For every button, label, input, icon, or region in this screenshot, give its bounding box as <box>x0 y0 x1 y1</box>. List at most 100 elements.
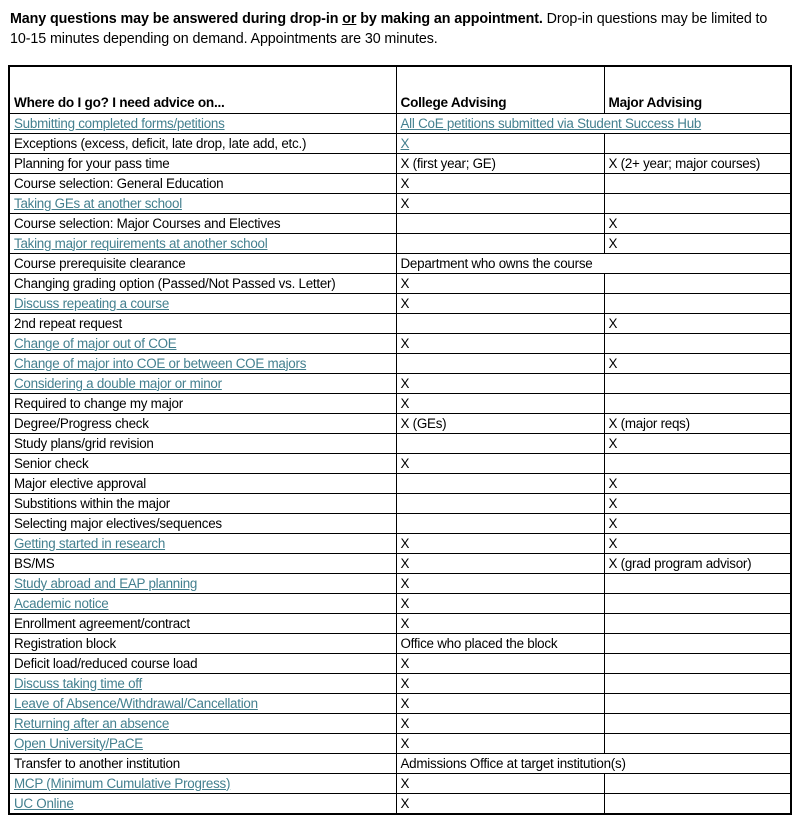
question-link[interactable]: Considering a double major or minor <box>14 375 222 391</box>
table-row: Major elective approval X <box>8 473 792 494</box>
college-advising-cell: X <box>395 673 605 694</box>
major-advising-cell: X <box>603 213 792 234</box>
question-cell: Discuss repeating a course <box>8 293 397 314</box>
question-link[interactable]: Leave of Absence/Withdrawal/Cancellation <box>14 695 258 711</box>
question-link[interactable]: Change of major out of COE <box>14 335 177 351</box>
question-link[interactable]: Change of major into COE or between COE … <box>14 355 307 371</box>
major-advising-cell: X <box>603 473 792 494</box>
question-link[interactable]: Returning after an absence <box>14 715 170 731</box>
college-advising-cell: X <box>395 553 605 574</box>
advising-table: Where do I go? I need advice on... Colle… <box>8 65 792 815</box>
major-advising-cell <box>603 713 792 734</box>
question-cell: Taking major requirements at another sch… <box>8 233 397 254</box>
intro-bold-or: or <box>342 11 357 27</box>
college-advising-cell: X <box>395 733 605 754</box>
college-advising-cell: Office who placed the block <box>395 633 605 654</box>
question-link[interactable]: Study abroad and EAP planning <box>14 575 198 591</box>
major-advising-cell <box>603 593 792 614</box>
question-cell: Open University/PaCE <box>8 733 397 754</box>
major-advising-cell <box>603 613 792 634</box>
major-advising-cell <box>603 273 792 294</box>
college-advising-cell: X <box>395 713 605 734</box>
major-advising-cell: X <box>603 493 792 514</box>
question-cell: Course selection: General Education <box>8 173 397 194</box>
major-advising-cell <box>603 733 792 754</box>
college-advising-cell: X <box>395 373 605 394</box>
question-link[interactable]: Taking GEs at another school <box>14 195 182 211</box>
college-advising-cell <box>395 233 605 254</box>
major-advising-cell: X <box>603 513 792 534</box>
major-advising-cell <box>603 453 792 474</box>
college-advising-cell: X <box>395 393 605 414</box>
major-advising-cell <box>603 773 792 794</box>
question-link[interactable]: Taking major requirements at another sch… <box>14 235 268 251</box>
question-cell: Academic notice <box>8 593 397 614</box>
question-link[interactable]: Discuss repeating a course <box>14 295 170 311</box>
table-row: Taking GEs at another school X <box>8 193 792 214</box>
college-advising-cell: Admissions Office at target institution(… <box>395 753 792 774</box>
college-advising-cell: X <box>395 793 605 815</box>
table-row: Open University/PaCE X <box>8 733 792 754</box>
question-cell: Study plans/grid revision <box>8 433 397 454</box>
college-advising-cell: X <box>395 533 605 554</box>
table-row: Discuss taking time off X <box>8 673 792 694</box>
table-row: Changing grading option (Passed/Not Pass… <box>8 273 792 294</box>
question-link[interactable]: Discuss taking time off <box>14 675 142 691</box>
question-link[interactable]: Getting started in research <box>14 535 166 551</box>
table-row: Enrollment agreement/contract X <box>8 613 792 634</box>
college-advising-link[interactable]: X <box>400 135 410 151</box>
question-link[interactable]: Open University/PaCE <box>14 735 143 751</box>
question-cell: Taking GEs at another school <box>8 193 397 214</box>
major-advising-cell <box>603 293 792 314</box>
question-cell: Change of major into COE or between COE … <box>8 353 397 374</box>
table-row: Planning for your pass time X (first year… <box>8 153 792 174</box>
table-row: UC Online X <box>8 793 792 815</box>
question-cell: Submitting completed forms/petitions <box>8 113 397 134</box>
question-link[interactable]: MCP (Minimum Cumulative Progress) <box>14 775 231 791</box>
major-advising-cell <box>603 573 792 594</box>
question-cell: Transfer to another institution <box>8 753 397 774</box>
question-cell: Exceptions (excess, deficit, late drop, … <box>8 133 397 154</box>
column-header-question: Where do I go? I need advice on... <box>8 65 397 114</box>
table-row: Academic notice X <box>8 593 792 614</box>
table-row: BS/MS X X (grad program advisor) <box>8 553 792 574</box>
table-row: Transfer to another institution Admission… <box>8 753 792 774</box>
college-advising-cell: All CoE petitions submitted via Student … <box>395 113 792 134</box>
question-cell: Considering a double major or minor <box>8 373 397 394</box>
major-advising-cell <box>603 133 792 154</box>
question-link[interactable]: Submitting completed forms/petitions <box>14 115 225 131</box>
college-advising-cell: X <box>395 693 605 714</box>
question-cell: 2nd repeat request <box>8 313 397 334</box>
question-link[interactable]: UC Online <box>14 795 74 811</box>
college-advising-cell: X <box>395 193 605 214</box>
question-cell: Planning for your pass time <box>8 153 397 174</box>
question-cell: Selecting major electives/sequences <box>8 513 397 534</box>
question-cell: Substitions within the major <box>8 493 397 514</box>
major-advising-cell <box>603 333 792 354</box>
intro-bold-tail: by making an appointment. <box>356 11 543 27</box>
major-advising-cell <box>603 193 792 214</box>
question-cell: Enrollment agreement/contract <box>8 613 397 634</box>
question-cell: Getting started in research <box>8 533 397 554</box>
college-advising-link[interactable]: All CoE petitions submitted via Student … <box>400 115 702 131</box>
column-header-major-advising: Major Advising <box>603 65 792 114</box>
header-row: Where do I go? I need advice on... Colle… <box>8 65 792 114</box>
college-advising-cell: Department who owns the course <box>395 253 792 274</box>
major-advising-cell <box>603 693 792 714</box>
question-cell: Senior check <box>8 453 397 474</box>
table-row: 2nd repeat request X <box>8 313 792 334</box>
table-row: Substitions within the major X <box>8 493 792 514</box>
major-advising-cell: X <box>603 533 792 554</box>
college-advising-cell <box>395 213 605 234</box>
college-advising-cell: X <box>395 653 605 674</box>
college-advising-cell <box>395 313 605 334</box>
question-cell: Leave of Absence/Withdrawal/Cancellation <box>8 693 397 714</box>
table-row: Deficit load/reduced course load X <box>8 653 792 674</box>
table-row: Taking major requirements at another sch… <box>8 233 792 254</box>
college-advising-cell <box>395 513 605 534</box>
college-advising-cell: X <box>395 273 605 294</box>
table-row: Leave of Absence/Withdrawal/Cancellation… <box>8 693 792 714</box>
table-row: Submitting completed forms/petitions All … <box>8 113 792 134</box>
question-link[interactable]: Academic notice <box>14 595 109 611</box>
major-advising-cell: X <box>603 353 792 374</box>
